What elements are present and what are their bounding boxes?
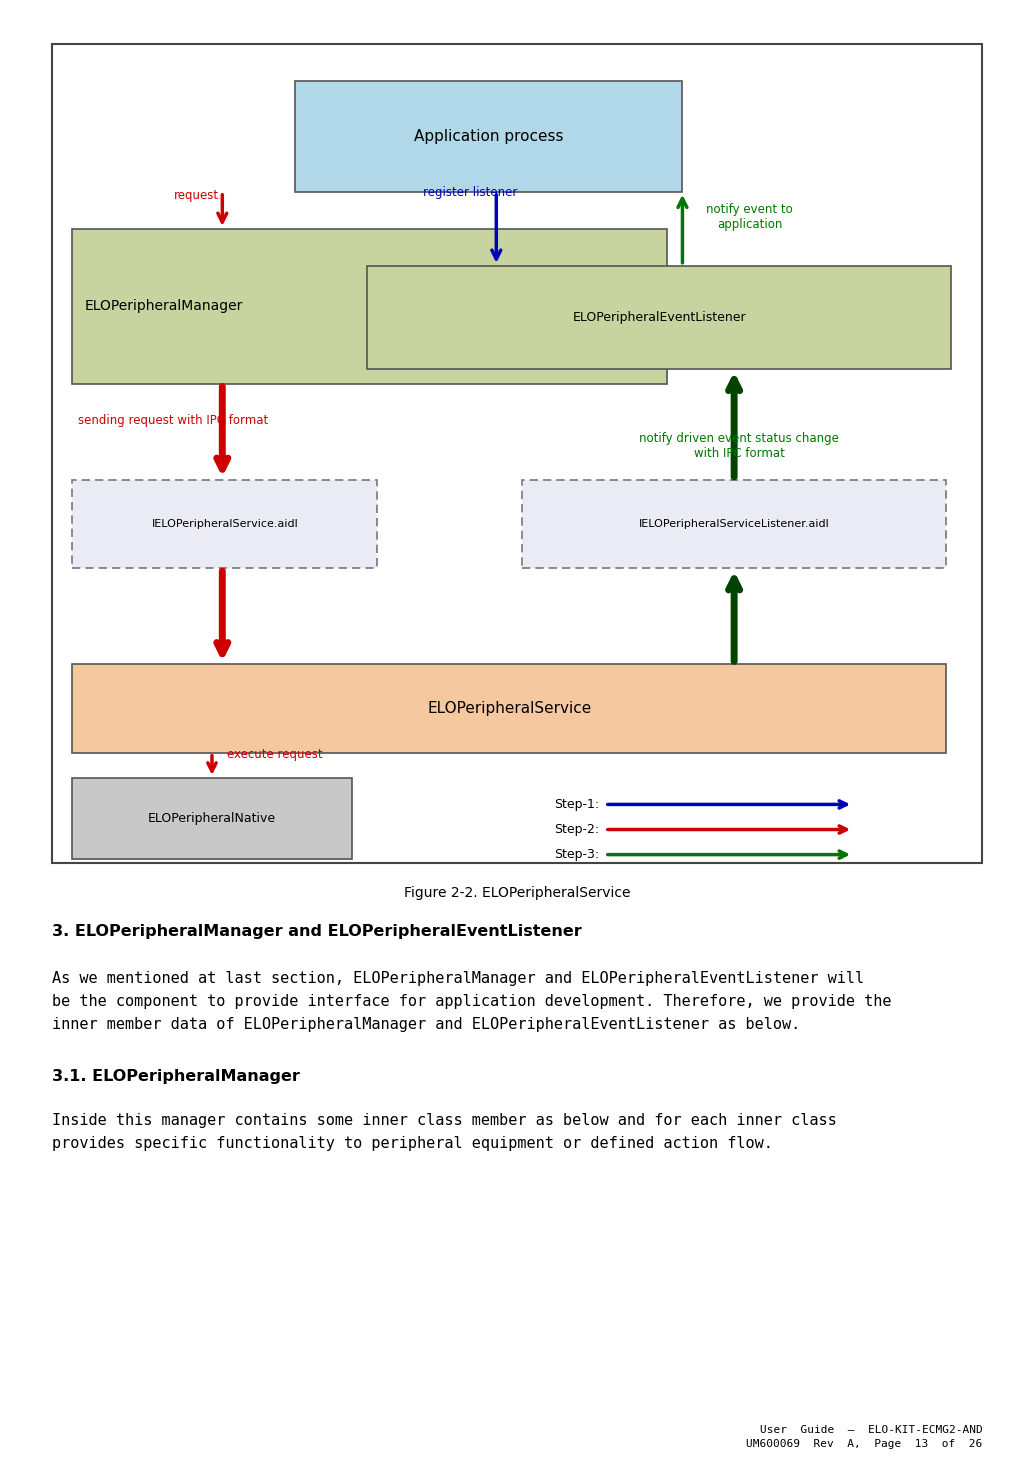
Text: request: request: [174, 189, 219, 202]
FancyBboxPatch shape: [52, 44, 982, 863]
Text: IELOPeripheralServiceListener.aidl: IELOPeripheralServiceListener.aidl: [639, 520, 829, 528]
Text: ELOPeripheralNative: ELOPeripheralNative: [148, 812, 276, 825]
Text: notify driven event status change
with IPC format: notify driven event status change with I…: [639, 431, 840, 459]
Text: User  Guide  –  ELO-KIT-ECMG2-AND
UM600069  Rev  A,  Page  13  of  26: User Guide – ELO-KIT-ECMG2-AND UM600069 …: [747, 1426, 982, 1449]
Text: Application process: Application process: [414, 128, 564, 145]
Text: Inside this manager contains some inner class member as below and for each inner: Inside this manager contains some inner …: [52, 1113, 837, 1151]
FancyBboxPatch shape: [72, 664, 946, 753]
Text: notify event to
application: notify event to application: [706, 204, 793, 230]
Text: 3. ELOPeripheralManager and ELOPeripheralEventListener: 3. ELOPeripheralManager and ELOPeriphera…: [52, 924, 581, 939]
Text: Step-2:: Step-2:: [554, 824, 600, 835]
Text: register listener: register listener: [423, 186, 518, 199]
Text: ELOPeripheralService: ELOPeripheralService: [427, 701, 591, 716]
FancyBboxPatch shape: [367, 266, 951, 369]
Text: Figure 2-2. ELOPeripheralService: Figure 2-2. ELOPeripheralService: [403, 886, 631, 899]
Text: IELOPeripheralService.aidl: IELOPeripheralService.aidl: [152, 520, 298, 528]
Text: ELOPeripheralEventListener: ELOPeripheralEventListener: [573, 311, 746, 323]
Text: Step-1:: Step-1:: [554, 799, 600, 810]
Text: Step-3:: Step-3:: [554, 849, 600, 861]
FancyBboxPatch shape: [72, 778, 352, 859]
FancyBboxPatch shape: [72, 480, 377, 568]
Text: As we mentioned at last section, ELOPeripheralManager and ELOPeripheralEventList: As we mentioned at last section, ELOPeri…: [52, 971, 891, 1032]
Text: execute request: execute request: [227, 748, 323, 762]
Text: sending request with IPC format: sending request with IPC format: [78, 415, 268, 428]
FancyBboxPatch shape: [295, 81, 682, 192]
Text: ELOPeripheralManager: ELOPeripheralManager: [85, 300, 243, 313]
FancyBboxPatch shape: [522, 480, 946, 568]
Text: 3.1. ELOPeripheralManager: 3.1. ELOPeripheralManager: [52, 1069, 300, 1083]
FancyBboxPatch shape: [72, 229, 667, 384]
